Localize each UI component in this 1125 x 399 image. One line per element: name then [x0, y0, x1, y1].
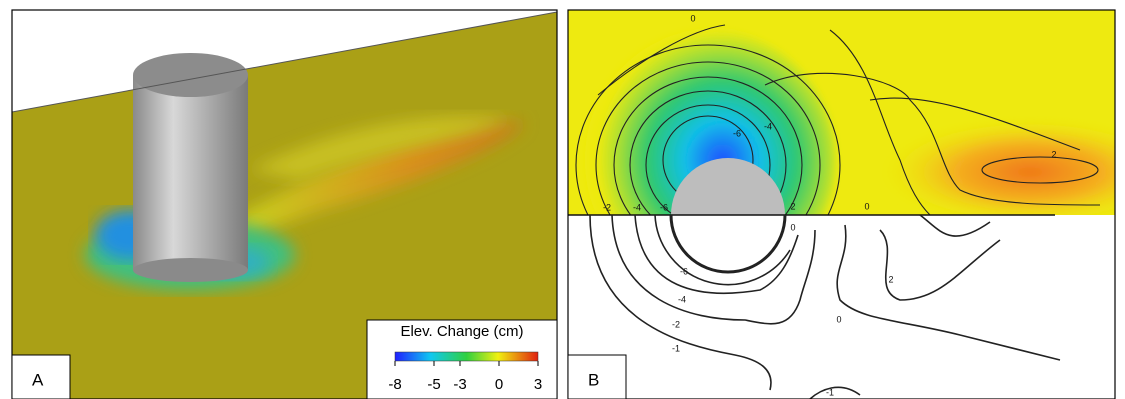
- figure: Elev. Change (cm) -8 -5 -3 0 3 A: [0, 0, 1125, 399]
- contour-label: -2: [672, 319, 680, 329]
- colorbar-tick-label: -8: [388, 376, 401, 393]
- colorbar-tick-label: 0: [495, 376, 503, 393]
- contour-label: -1: [672, 343, 680, 353]
- contour-label: 2: [1051, 149, 1056, 159]
- contour-label: 0: [790, 222, 795, 232]
- contour-label: -2: [603, 202, 611, 212]
- contour-label: 0: [864, 201, 869, 211]
- contour-label: 2: [888, 274, 893, 284]
- contour-label: -1: [826, 387, 834, 397]
- contour-label: -6: [733, 128, 741, 138]
- colorbar-title: Elev. Change (cm): [400, 323, 523, 340]
- panel-label: A: [32, 370, 44, 389]
- colorbar-tick-label: -3: [453, 376, 466, 393]
- contour-label: -6: [660, 202, 668, 212]
- contour-label: 0: [836, 314, 841, 324]
- colorbar-tick-label: 3: [534, 376, 542, 393]
- panel-b-field: [568, 10, 1125, 290]
- contour-label: -6: [680, 266, 688, 276]
- contour-label: 0: [690, 13, 695, 23]
- contour-label: -4: [764, 121, 772, 131]
- panel-b-contours: [590, 215, 1060, 399]
- contour-label: -4: [678, 294, 686, 304]
- colorbar-legend: Elev. Change (cm) -8 -5 -3 0 3: [367, 320, 557, 399]
- colorbar: [395, 352, 538, 361]
- contour-label: 2: [790, 201, 795, 211]
- colorbar-tick-label: -5: [427, 376, 440, 393]
- contour-label: -4: [633, 202, 641, 212]
- panel-label: B: [588, 370, 599, 389]
